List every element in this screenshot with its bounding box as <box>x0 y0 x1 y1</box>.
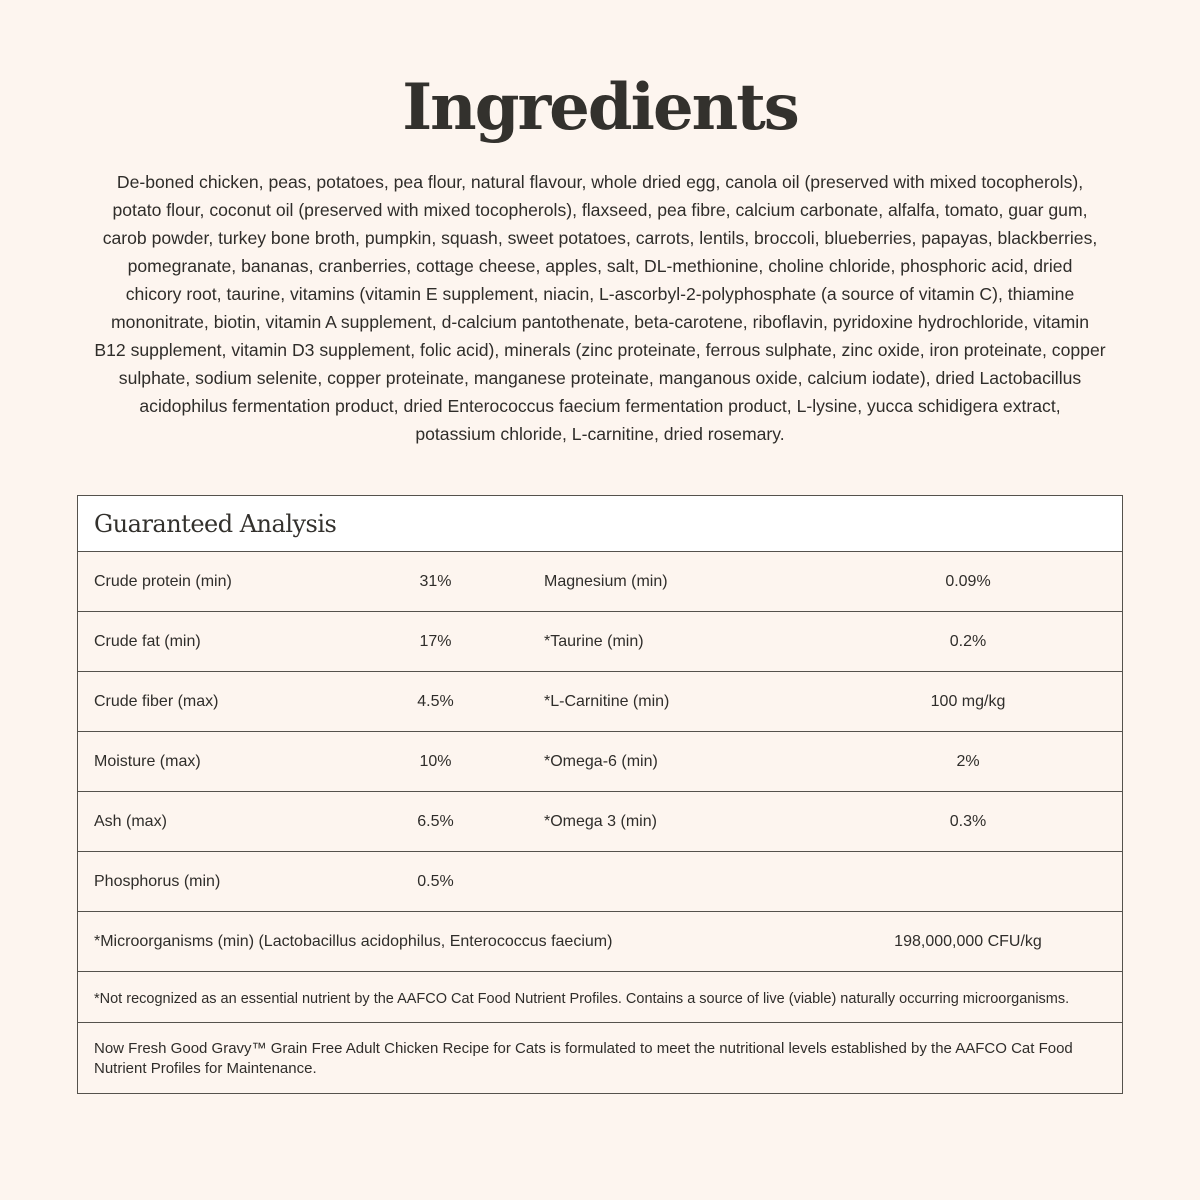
ingredients-line: chicory root, taurine, vitamins (vitamin… <box>125 284 1075 304</box>
row-label: Phosphorus (min) <box>94 873 221 890</box>
ingredients-line: acidophilus fermentation product, dried … <box>139 396 1061 416</box>
table-row: Moisture (max) 10% *Omega-6 (min) 2% <box>78 732 1122 792</box>
ingredients-line: mononitrate, biotin, vitamin A supplemen… <box>111 312 1089 332</box>
ingredients-line: potato flour, coconut oil (preserved wit… <box>112 200 1088 220</box>
row-label: *Omega 3 (min) <box>544 813 657 830</box>
row-label: Moisture (max) <box>94 753 201 770</box>
row-label: Ash (max) <box>94 813 167 830</box>
row-label: *Microorganisms (min) (Lactobacillus aci… <box>94 933 613 950</box>
row-value: 0.09% <box>945 573 991 590</box>
row-value: 2% <box>956 753 980 770</box>
row-value: 198,000,000 CFU/kg <box>894 933 1042 950</box>
row-label: Crude fiber (max) <box>94 693 219 710</box>
row-label: *Taurine (min) <box>544 633 644 650</box>
row-label: *L-Carnitine (min) <box>544 693 670 710</box>
ingredients-line: pomegranate, bananas, cranberries, cotta… <box>127 256 1073 276</box>
row-value: 100 mg/kg <box>930 693 1006 710</box>
ingredients-list: De-boned chicken, peas, potatoes, pea fl… <box>60 168 1140 448</box>
table-row: Phosphorus (min) 0.5% <box>78 852 1122 912</box>
row-value: 0.5% <box>417 873 454 890</box>
row-label: *Omega-6 (min) <box>544 753 658 770</box>
row-label: Magnesium (min) <box>544 573 668 590</box>
table-row: Crude protein (min) 31% Magnesium (min) 0.0… <box>78 552 1122 612</box>
ingredients-line: potassium chloride, L-carnitine, dried r… <box>415 424 785 444</box>
row-value: 10% <box>419 753 452 770</box>
table-row: Crude fat (min) 17% *Taurine (min) 0.2% <box>78 612 1122 672</box>
ingredients-line: De-boned chicken, peas, potatoes, pea fl… <box>116 172 1084 192</box>
aafco-statement: Now Fresh Good Gravy™ Grain Free Adult C… <box>94 1040 1073 1077</box>
table-row: Ash (max) 6.5% *Omega 3 (min) 0.3% <box>78 792 1122 852</box>
footnote: *Not recognized as an essential nutrient… <box>78 972 1122 1023</box>
table-row-microorganisms: *Microorganisms (min) (Lactobacillus aci… <box>78 912 1122 972</box>
table-title: Guaranteed Analysis <box>78 496 1122 552</box>
ingredients-line: carob powder, turkey bone broth, pumpkin… <box>102 228 1098 248</box>
row-value: 4.5% <box>417 693 454 710</box>
guaranteed-analysis-table: Guaranteed Analysis Crude protein (min) 3… <box>77 495 1123 1094</box>
row-value: 17% <box>419 633 452 650</box>
ingredients-line: sulphate, sodium selenite, copper protei… <box>118 368 1082 388</box>
row-label: Crude fat (min) <box>94 633 201 650</box>
table-row: Crude fiber (max) 4.5% *L-Carnitine (min) 1… <box>78 672 1122 732</box>
row-value: 6.5% <box>417 813 454 830</box>
row-label: Crude protein (min) <box>94 573 232 590</box>
page-title: Ingredients <box>402 70 800 145</box>
row-value: 31% <box>419 573 452 590</box>
ingredients-line: B12 supplement, vitamin D3 supplement, f… <box>94 340 1106 360</box>
row-value: 0.3% <box>949 813 987 830</box>
row-value: 0.2% <box>949 633 987 650</box>
